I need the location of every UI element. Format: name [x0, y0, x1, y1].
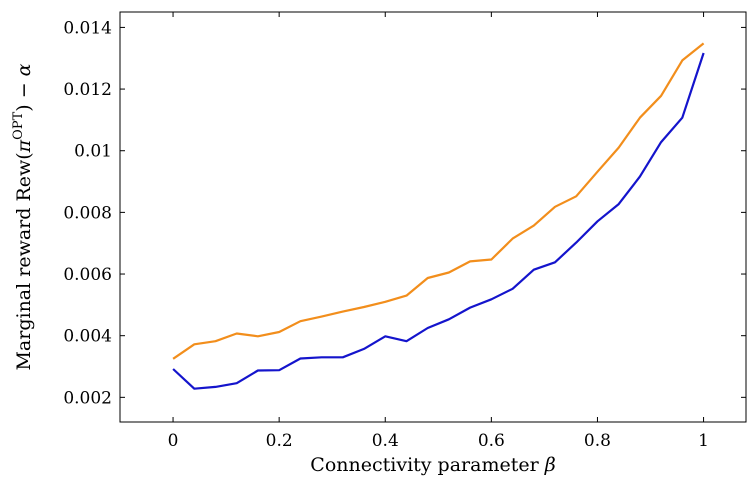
y-tick-label: 0.014 — [63, 18, 112, 38]
x-tick-label: 0.6 — [478, 431, 505, 451]
y-tick-label: 0.012 — [63, 80, 112, 100]
y-tick-label: 0.008 — [63, 203, 112, 223]
y-tick-label: 0.01 — [74, 142, 112, 162]
pi-symbol: π — [13, 139, 35, 153]
x-axis-label: Connectivity parameter β — [310, 454, 555, 476]
x-tick-label: 0.2 — [266, 431, 293, 451]
ylabel-tail: ) − — [13, 76, 35, 111]
y-tick-label: 0.002 — [63, 388, 112, 408]
y-axis: 0.002 0.004 0.006 0.008 0.01 0.012 0.014 — [63, 18, 746, 408]
y-tick-label: 0.006 — [63, 265, 112, 285]
x-axis: 0 0.2 0.4 0.6 0.8 1 — [168, 12, 709, 451]
x-tick-label: 1 — [698, 431, 709, 451]
opt-superscript: OPT — [11, 111, 26, 139]
x-tick-label: 0.4 — [372, 431, 399, 451]
series-layer — [172, 42, 705, 390]
plot-frame — [119, 11, 747, 423]
series-line-2 — [172, 52, 705, 390]
y-tick-label: 0.004 — [63, 327, 112, 347]
x-tick-label: 0.8 — [584, 431, 611, 451]
beta-symbol: β — [544, 454, 556, 476]
x-tick-label: 0 — [168, 431, 179, 451]
alpha-symbol: α — [13, 63, 35, 76]
series-line-1 — [172, 42, 705, 360]
y-axis-label: Marginal reward Rew(πOPT) − α — [11, 63, 35, 370]
